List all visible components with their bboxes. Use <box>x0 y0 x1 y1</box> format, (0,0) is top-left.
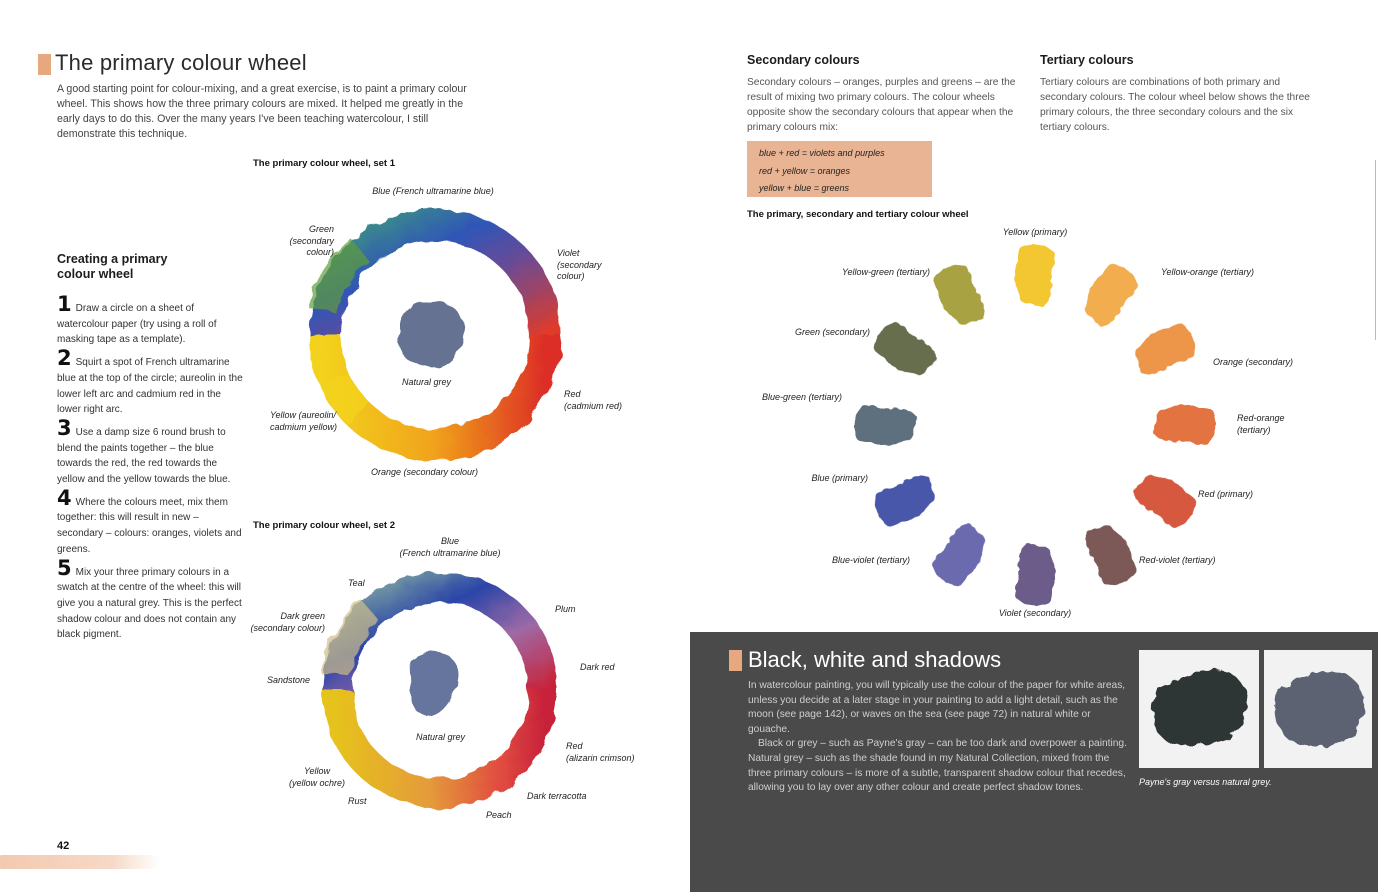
wheel1-label-orange: Orange (secondary colour) <box>371 467 479 477</box>
wheel2-label-red: Red (alizarin crimson) <box>566 741 635 763</box>
label-orange-secondary: Orange (secondary) <box>1213 357 1294 367</box>
swatch-2 <box>1135 322 1196 376</box>
label-blue-primary: Blue (primary) <box>811 473 868 483</box>
wheel2-label-sandstone: Sandstone <box>267 675 311 685</box>
page-edge-line <box>1375 160 1376 340</box>
swatch-1 <box>1084 262 1137 325</box>
label-violet-secondary: Violet (secondary) <box>998 608 1072 618</box>
wheel2-label-plum: Plum <box>555 604 576 614</box>
label-blue-green: Blue-green (tertiary) <box>761 392 842 402</box>
page-title: The primary colour wheel <box>55 50 307 75</box>
label-blue-violet: Blue-violet (tertiary) <box>831 555 910 565</box>
natural-grey-swatch <box>399 301 464 368</box>
label-red-primary: Red (primary) <box>1198 489 1254 499</box>
mix-line: red + yellow = oranges <box>759 165 851 176</box>
mix-line: blue + red = violets and purples <box>759 148 885 158</box>
label-yellow-orange: Yellow-orange (tertiary) <box>1161 267 1255 277</box>
wheel2-label-centre: Natural grey <box>416 732 466 742</box>
shadows-para-2: Black or grey – such as Payne's gray – c… <box>748 738 1127 794</box>
wheel2-label-rust: Rust <box>348 796 367 806</box>
title-accent-bar <box>38 54 51 75</box>
shadows-paragraph: In watercolour painting, you will typica… <box>748 679 1128 796</box>
swatch-3 <box>1155 406 1217 444</box>
paynes-gray-card <box>1139 650 1259 768</box>
tertiary-colour-wheel <box>853 243 1217 607</box>
mix-box: blue + red = violets and purples red + y… <box>747 141 932 197</box>
wheel2-label-darkred: Dark red <box>580 662 615 672</box>
wheel2-label-darkterracotta: Dark terracotta <box>527 791 587 801</box>
swatch-4 <box>1135 474 1198 527</box>
wheel1-label-centre: Natural grey <box>402 377 452 387</box>
steps-heading: Creating a primary colour wheel <box>57 252 168 281</box>
tertiary-heading: Tertiary colours <box>1040 53 1134 67</box>
wheel2-label-yellow: Yellow (yellow ochre) <box>288 766 346 788</box>
shadows-accent-bar <box>729 650 742 671</box>
swatch-0 <box>1016 243 1054 305</box>
swatch-6 <box>1016 545 1054 607</box>
mix-line: yellow + blue = greens <box>759 183 850 193</box>
swatch-caption: Payne's gray versus natural grey. <box>1139 777 1272 787</box>
swatch-8 <box>874 474 935 528</box>
wheel1-label-green: Green (secondary colour) <box>289 224 334 257</box>
swatch-5 <box>1084 525 1138 586</box>
label-red-orange: Red-orange (tertiary) <box>1237 413 1285 435</box>
wheel3-caption: The primary, secondary and tertiary colo… <box>747 209 969 220</box>
steps-list: 1 Draw a circle on a sheet of watercolour… <box>57 292 247 646</box>
label-green-secondary: Green (secondary) <box>794 327 870 337</box>
step-item: 4 Where the colours meet, mix them togeth… <box>57 485 242 555</box>
wheel2-label-darkgreen: Dark green (secondary colour) <box>250 611 325 633</box>
swatch-9 <box>853 406 915 444</box>
shadows-heading: Black, white and shadows <box>748 647 1002 672</box>
step-item: 2 Squirt a spot of French ultramarine blu… <box>57 346 243 416</box>
label-yellow-primary: Yellow (primary) <box>1002 227 1068 237</box>
step-item: 3 Use a damp size 6 round brush to blend … <box>57 415 231 486</box>
colour-wheel-set-1 <box>307 209 561 461</box>
natural-grey-swatch <box>1274 671 1365 747</box>
wheel2-label-teal: Teal <box>348 578 365 588</box>
wheel2-label-peach: Peach <box>486 810 512 820</box>
swatch-11 <box>932 264 986 325</box>
shadows-panel <box>690 632 1378 892</box>
wheel1-caption: The primary colour wheel, set 1 <box>253 158 396 169</box>
page-number: 42 <box>57 840 70 852</box>
swatch-7 <box>933 525 986 588</box>
paynes-gray-swatch <box>1151 669 1248 746</box>
wheel1-label-yellow: Yellow (aureolin/ cadmium yellow) <box>270 410 338 432</box>
wheel2-caption: The primary colour wheel, set 2 <box>253 520 396 531</box>
label-red-violet: Red-violet (tertiary) <box>1139 555 1216 565</box>
brush-stroke-decoration <box>0 855 160 869</box>
intro-paragraph: A good starting point for colour-mixing,… <box>57 83 467 140</box>
natural-grey-card <box>1264 650 1372 768</box>
step-item: 5 Mix your three primary colours in a swa… <box>57 555 242 641</box>
label-yellow-green: Yellow-green (tertiary) <box>841 267 930 277</box>
shadows-para-1: In watercolour painting, you will typica… <box>748 680 1126 735</box>
swatch-10 <box>872 323 935 376</box>
wheel1-label-violet: Violet (secondary colour) <box>557 248 602 281</box>
secondary-heading: Secondary colours <box>747 53 860 67</box>
tertiary-paragraph: Tertiary colours are combinations of bot… <box>1040 77 1310 133</box>
colour-wheel-set-2 <box>321 572 558 808</box>
natural-grey-swatch <box>410 651 459 717</box>
wheel1-label-red: Red (cadmium red) <box>564 389 623 411</box>
secondary-paragraph: Secondary colours – oranges, purples and… <box>747 77 1016 133</box>
wheel2-label-blue: Blue (French ultramarine blue) <box>399 536 501 558</box>
step-item: 1 Draw a circle on a sheet of watercolour… <box>57 292 217 346</box>
wheel1-label-blue: Blue (French ultramarine blue) <box>372 186 494 196</box>
